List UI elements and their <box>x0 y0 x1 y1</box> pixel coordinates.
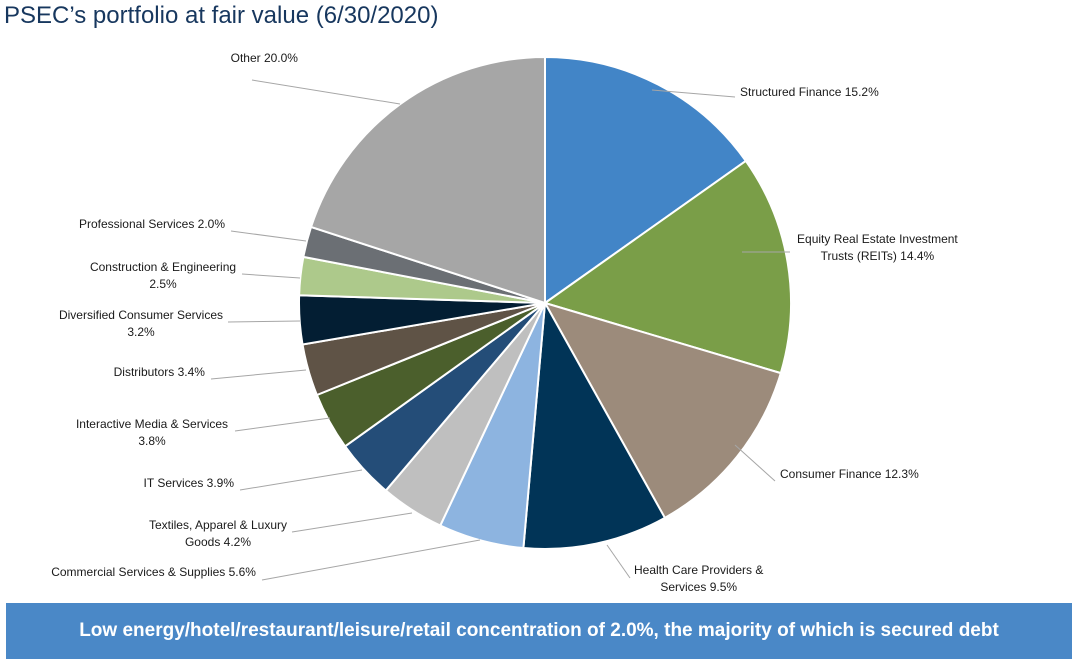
chart-title: PSEC’s portfolio at fair value (6/30/202… <box>4 2 439 29</box>
slice-label-equity-real-estate-investment-trusts-reits: Equity Real Estate Investment Trusts (REI… <box>797 232 958 263</box>
slice-label-line: Distributors 3.4% <box>114 365 206 379</box>
leader-line-distributors <box>210 369 307 380</box>
slice-label-line: Textiles, Apparel & Luxury <box>149 518 287 532</box>
slice-label-distributors: Distributors 3.4% <box>114 365 206 379</box>
pie-slice-equity-real-estate-investment-trusts-reits <box>542 159 792 375</box>
slice-label-professional-services: Professional Services 2.0% <box>79 217 225 231</box>
slice-label-health-care-providers-services: Health Care Providers & Services 9.5% <box>634 563 763 594</box>
pie-slice-consumer-finance <box>542 301 783 520</box>
leader-line-professional-services <box>230 230 307 242</box>
leader-line-textiles-apparel-luxury-goods <box>291 512 413 533</box>
slice-label-commercial-services-supplies: Commercial Services & Supplies 5.6% <box>51 565 256 579</box>
slice-label-line: Health Care Providers & <box>634 563 763 577</box>
slice-label-line: Professional Services 2.0% <box>79 217 225 231</box>
leader-line-structured-finance <box>651 89 736 98</box>
pie-slice-other <box>309 55 546 305</box>
slice-labels: Structured Finance 15.2% Equity Real Esta… <box>51 51 958 594</box>
leader-line-commercial-services-supplies <box>261 539 481 581</box>
leader-line-other <box>251 79 401 105</box>
pie-slice-health-care-providers-services <box>522 299 667 550</box>
slice-label-interactive-media-services: Interactive Media & Services 3.8% <box>76 417 228 448</box>
slice-label-line: Consumer Finance 12.3% <box>780 467 919 481</box>
slice-label-diversified-consumer-services: Diversified Consumer Services 3.2% <box>59 308 223 339</box>
leader-lines <box>210 79 790 581</box>
slice-label-line: Structured Finance 15.2% <box>740 85 879 99</box>
pie-slices <box>298 55 792 550</box>
slice-label-other: Other 20.0% <box>231 51 299 65</box>
slice-label-line: 2.5% <box>149 277 177 291</box>
slice-label-line: Diversified Consumer Services <box>59 308 223 322</box>
slice-label-line: Equity Real Estate Investment <box>797 232 958 246</box>
slice-label-line: Other 20.0% <box>231 51 299 65</box>
slice-label-line: 3.8% <box>138 434 166 448</box>
slice-label-construction-engineering: Construction & Engineering 2.5% <box>90 260 236 291</box>
pie-chart: Structured Finance 15.2% Equity Real Esta… <box>51 51 958 594</box>
slice-label-line: Goods 4.2% <box>185 535 251 549</box>
slice-label-it-services: IT Services 3.9% <box>144 476 235 490</box>
slice-label-consumer-finance: Consumer Finance 12.3% <box>780 467 919 481</box>
slice-label-structured-finance: Structured Finance 15.2% <box>740 85 879 99</box>
slice-label-line: Trusts (REITs) 14.4% <box>821 249 935 263</box>
pie-slice-structured-finance <box>544 55 748 305</box>
leader-line-consumer-finance <box>734 444 776 482</box>
slice-label-textiles-apparel-luxury-goods: Textiles, Apparel & Luxury Goods 4.2% <box>149 518 287 549</box>
leader-line-interactive-media-services <box>234 417 331 432</box>
leader-line-construction-engineering <box>241 273 301 279</box>
leader-line-it-services <box>239 469 363 491</box>
leader-line-health-care-providers-services <box>606 544 631 579</box>
concentration-banner: Low energy/hotel/restaurant/leisure/reta… <box>6 603 1072 659</box>
slice-label-line: Services 9.5% <box>660 580 737 594</box>
slice-label-line: Commercial Services & Supplies 5.6% <box>51 565 256 579</box>
slice-label-line: Interactive Media & Services <box>76 417 228 431</box>
banner-text: Low energy/hotel/restaurant/leisure/reta… <box>79 620 999 641</box>
slice-label-line: IT Services 3.9% <box>144 476 235 490</box>
slice-label-line: Construction & Engineering <box>90 260 236 274</box>
leader-line-diversified-consumer-services <box>227 320 301 323</box>
slice-label-line: 3.2% <box>127 325 155 339</box>
